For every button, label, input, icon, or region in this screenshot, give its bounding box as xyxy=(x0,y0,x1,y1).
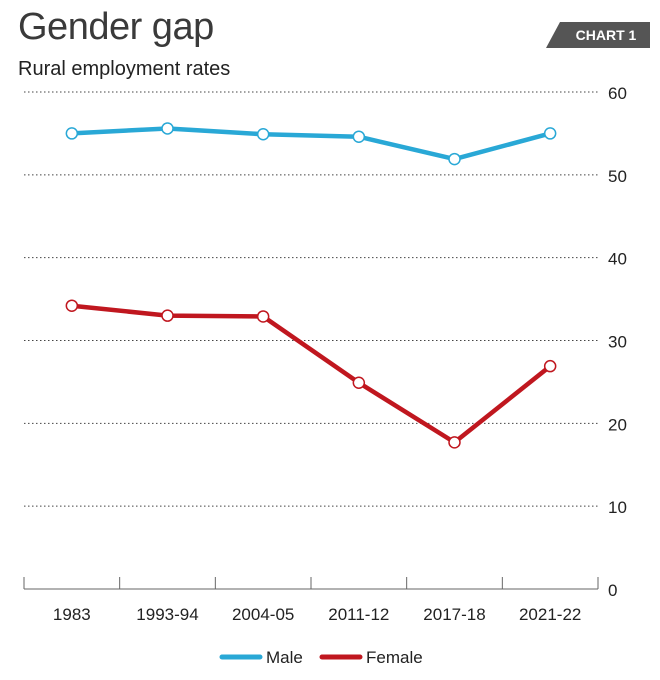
data-point-female xyxy=(65,299,79,312)
y-tick-label: 10 xyxy=(608,498,627,517)
x-tick-label: 2004-05 xyxy=(232,605,294,624)
data-point-male xyxy=(256,127,270,141)
data-point-male xyxy=(543,127,557,140)
x-tick-label: 1983 xyxy=(53,605,91,624)
x-tick-label: 2021-22 xyxy=(519,605,581,624)
series-line-male xyxy=(69,126,553,162)
data-point-female xyxy=(161,309,174,322)
y-tick-label: 30 xyxy=(608,333,627,352)
y-tick-label: 50 xyxy=(608,167,627,186)
data-point-male xyxy=(65,127,79,140)
series-line-female xyxy=(69,303,553,445)
y-tick-label: 20 xyxy=(608,415,627,434)
chart-title: Gender gap xyxy=(18,6,214,48)
data-point-male xyxy=(352,130,366,143)
data-point-male xyxy=(448,152,461,166)
chart-subtitle: Rural employment rates xyxy=(18,58,231,80)
x-tick-label: 1993-94 xyxy=(136,605,198,624)
data-point-female xyxy=(352,376,366,389)
y-tick-label: 60 xyxy=(608,84,627,103)
data-point-male xyxy=(161,122,174,135)
legend-label-female: Female xyxy=(366,648,423,667)
y-tick-label: 40 xyxy=(608,250,627,269)
badge-label: CHART 1 xyxy=(576,27,637,43)
x-tick-label: 2011-12 xyxy=(328,605,389,624)
x-tick-label: 2017-18 xyxy=(423,605,485,624)
data-point-female xyxy=(543,359,557,373)
y-tick-label: 0 xyxy=(608,581,617,600)
data-point-female xyxy=(448,436,461,449)
chart-number-badge: CHART 1 xyxy=(546,22,650,48)
data-point-female xyxy=(256,310,270,323)
legend-label-male: Male xyxy=(266,648,303,667)
